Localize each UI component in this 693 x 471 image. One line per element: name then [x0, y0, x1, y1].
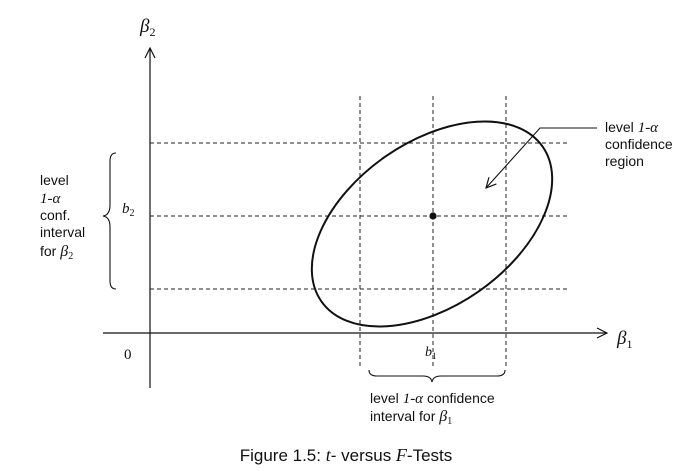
y-interval-brace: [102, 152, 117, 290]
region-label-line3: region: [605, 153, 644, 169]
confidence-ellipse: [310, 120, 554, 328]
figure-caption: Figure 1.5: t- versus F-Tests: [240, 445, 453, 465]
y-axis-label: β2: [139, 16, 155, 39]
y-interval-line4: interval: [40, 224, 85, 240]
estimate-point: [429, 212, 437, 220]
y-interval-line2: 1-α: [40, 191, 61, 207]
region-pointer: [486, 127, 597, 188]
origin-label: 0: [124, 347, 132, 363]
region-label-line1: level 1-α: [605, 119, 659, 136]
x-axis-label: β1: [616, 328, 632, 351]
y-interval-line3: conf.: [40, 207, 70, 223]
region-label-line2: confidence: [605, 136, 673, 152]
x-interval-brace: [368, 369, 506, 383]
b2-label: b2: [122, 201, 135, 219]
y-interval-line5: for β2: [40, 243, 73, 262]
y-interval-line1: level: [40, 172, 69, 188]
b1-label: b1: [425, 345, 437, 361]
x-interval-line1: level 1-α confidence: [370, 390, 495, 407]
x-interval-line2: interval for β1: [370, 408, 452, 427]
